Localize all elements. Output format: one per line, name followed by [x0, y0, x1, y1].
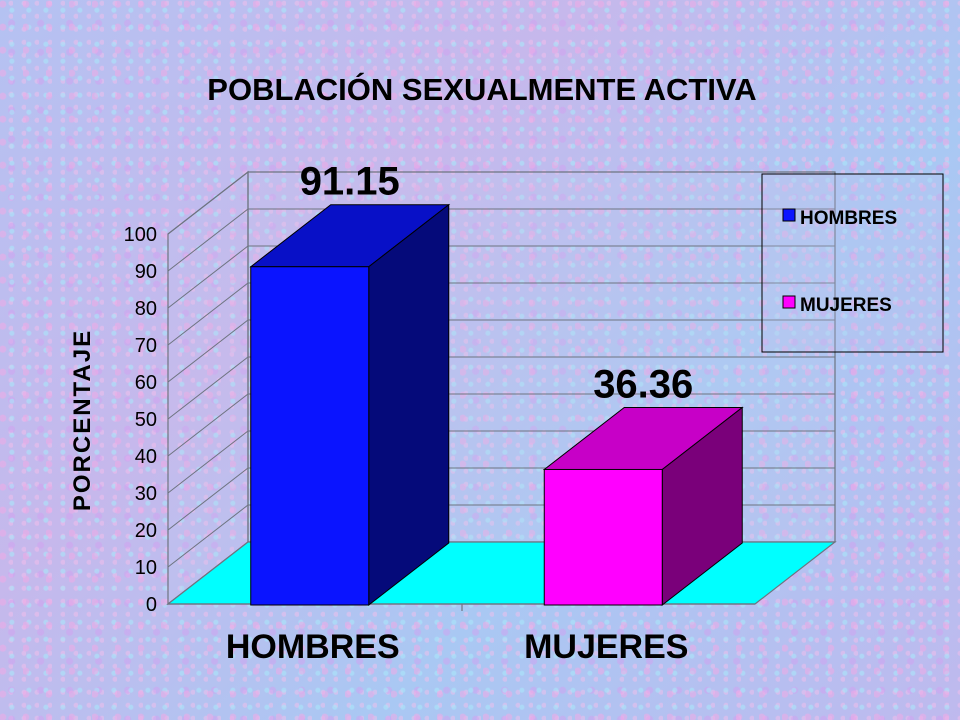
bar: 36.36	[542, 362, 744, 607]
y-tick-label: 10	[135, 557, 157, 579]
bar-front-face	[543, 468, 663, 606]
gridline	[167, 319, 835, 383]
legend-swatch	[782, 295, 796, 309]
gridline	[167, 208, 835, 272]
y-tick-label: 0	[146, 594, 157, 616]
y-tick-label: 50	[135, 409, 157, 431]
y-axis-ticks: 0 10 20 30 40 50 60 70 80 90 100	[124, 224, 157, 616]
legend-box	[761, 173, 944, 353]
gridline	[167, 393, 835, 457]
y-tick-label: 70	[135, 335, 157, 357]
gridline	[167, 171, 835, 235]
gridline	[167, 356, 835, 420]
y-tick-label: 30	[135, 483, 157, 505]
bar-value-label: 36.36	[593, 362, 693, 406]
chart-title: POBLACIÓN SEXUALMENTE ACTIVA	[207, 71, 756, 107]
legend-swatch	[782, 208, 796, 222]
y-tick-label: 40	[135, 446, 157, 468]
legend-items: HOMBRES MUJERES	[782, 208, 897, 316]
bar-side-face	[368, 203, 450, 607]
y-tick-label: 80	[135, 298, 157, 320]
legend: HOMBRES MUJERES	[761, 173, 944, 353]
gridline	[167, 282, 835, 346]
bar-value-label: 91.15	[300, 160, 400, 204]
gridlines	[167, 171, 835, 568]
y-tick-label: 100	[124, 224, 157, 246]
x-tick-label: HOMBRES	[226, 628, 400, 666]
legend-label: MUJERES	[800, 295, 892, 316]
category-labels: HOMBRES MUJERES	[226, 628, 689, 666]
y-tick-label: 20	[135, 520, 157, 542]
legend-label: HOMBRES	[800, 208, 897, 229]
x-tick-label: MUJERES	[524, 628, 688, 666]
y-tick-label: 60	[135, 372, 157, 394]
y-tick-label: 90	[135, 261, 157, 283]
bar-front-face	[250, 266, 370, 606]
bars: 91.15 36.36	[249, 160, 744, 607]
gridline	[167, 245, 835, 309]
y-axis-title: PORCENTAJE	[69, 329, 96, 511]
bar: 91.15	[249, 160, 451, 607]
